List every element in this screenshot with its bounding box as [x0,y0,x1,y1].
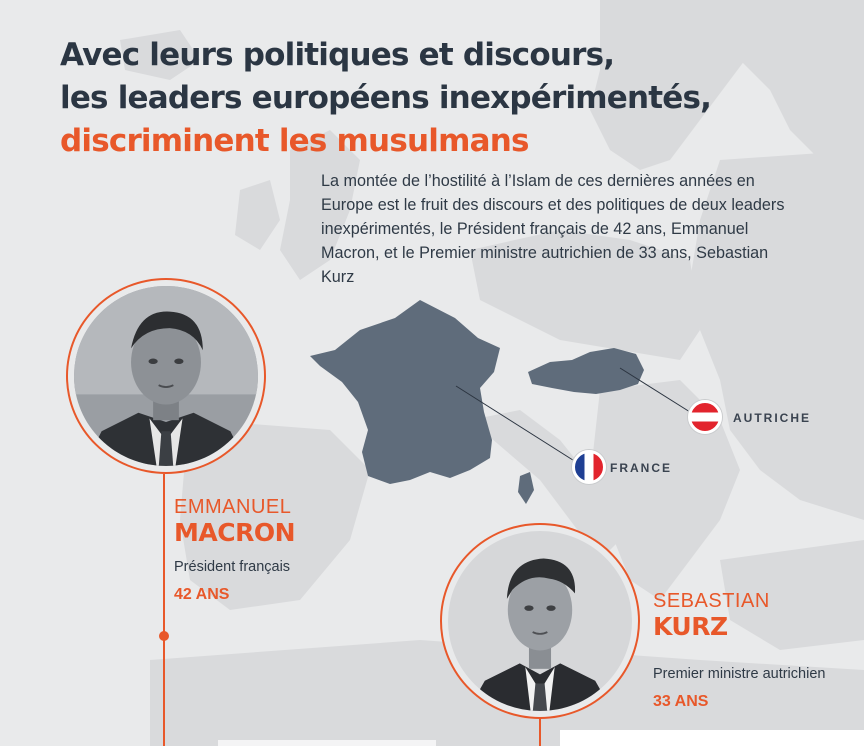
kurz-last-name: KURZ [653,612,728,641]
macron-timeline-dot [159,631,169,641]
austria-label: AUTRICHE [733,411,811,425]
intro-paragraph: La montée de l’hostilité à l’Islam de ce… [321,172,785,286]
france-flag-icon [572,450,606,484]
france-map-shape [310,300,500,484]
france-label: FRANCE [610,461,672,475]
title-line-2: les leaders européens inexpérimentés, [60,80,712,116]
macron-age: 42 ANS [174,586,230,603]
kurz-portrait [440,523,640,719]
page-title: Avec leurs politiques et discours, les l… [60,34,820,163]
austria-map-shape [528,348,644,394]
title-line-3: discriminent les musulmans [60,123,529,159]
macron-role: Président français [174,559,291,575]
macron-first-name: EMMANUEL [174,496,292,518]
macron-last-name: MACRON [174,518,296,547]
kurz-role: Premier ministre autrichien [653,666,826,682]
title-line-1: Avec leurs politiques et discours, [60,37,615,73]
macron-portrait [66,278,266,474]
macron-timeline [163,474,165,746]
kurz-first-name: SEBASTIAN [653,590,770,612]
kurz-age: 33 ANS [653,693,709,710]
austria-flag-icon [688,400,722,434]
kurz-timeline [539,719,541,746]
